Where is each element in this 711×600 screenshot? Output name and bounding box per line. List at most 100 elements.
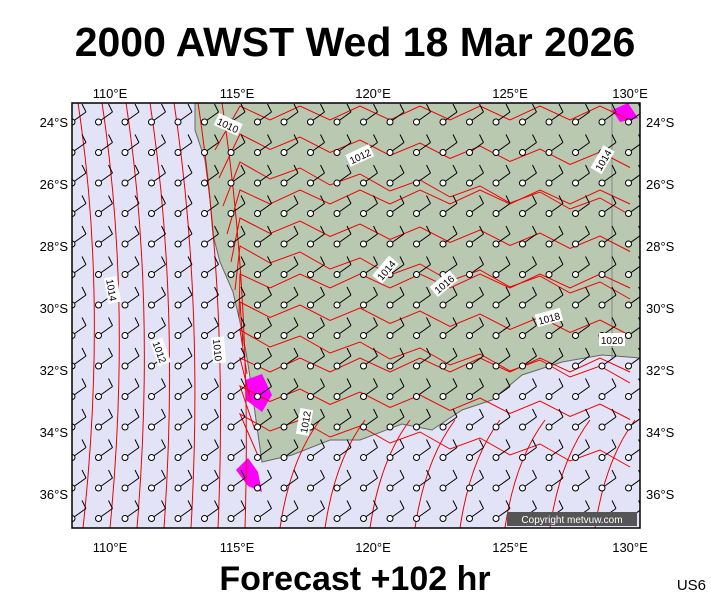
station — [625, 393, 632, 400]
station — [492, 118, 500, 126]
wind-barb — [452, 347, 458, 357]
wind-barb — [346, 317, 352, 326]
station — [201, 515, 208, 522]
wind-barb — [585, 439, 590, 448]
wind-barb — [373, 103, 378, 113]
wind-barb — [585, 317, 590, 326]
station — [201, 240, 208, 248]
station — [466, 423, 473, 431]
wind-barb — [267, 286, 272, 296]
wind-barb — [479, 500, 484, 509]
station — [201, 179, 208, 187]
station — [148, 515, 155, 522]
wind-barb — [293, 256, 299, 265]
wind-barb — [532, 256, 537, 265]
wind-barb — [426, 134, 431, 143]
wind-barb — [505, 469, 511, 479]
station — [519, 484, 526, 492]
isobar-label: 1014 — [103, 278, 118, 302]
station — [545, 240, 553, 248]
wind-barb — [638, 286, 640, 292]
wind-barb — [214, 408, 219, 418]
wind-barb — [611, 225, 617, 235]
wind-barb — [320, 317, 325, 326]
wind-barb — [346, 500, 352, 509]
station — [174, 362, 182, 370]
station — [386, 118, 394, 126]
wind-barb — [161, 439, 166, 448]
forecast: Forecast +102 hr — [219, 560, 490, 598]
wind-barb — [611, 195, 617, 204]
wind-barb — [373, 256, 378, 265]
station — [227, 484, 235, 492]
station — [439, 393, 447, 400]
wind-barb — [585, 500, 590, 509]
wind-barb — [267, 378, 272, 387]
wind-barb — [214, 378, 219, 387]
station — [466, 240, 473, 248]
station — [333, 210, 341, 217]
wind-barb — [240, 256, 246, 265]
station — [360, 118, 367, 126]
station — [254, 484, 261, 492]
wind-barb — [611, 378, 617, 387]
isobar-label-bg — [213, 113, 243, 136]
station — [545, 332, 553, 339]
station — [625, 423, 632, 431]
wind-barb — [187, 164, 193, 174]
station — [174, 210, 182, 217]
station — [492, 271, 500, 278]
station — [201, 210, 208, 217]
wind-barb — [452, 195, 458, 204]
lon-label: 125°E — [492, 540, 528, 555]
wind-barb — [81, 225, 87, 235]
wind-barb — [426, 164, 431, 174]
station — [466, 118, 473, 126]
wind-barb — [638, 317, 640, 322]
station — [148, 271, 155, 278]
station — [174, 515, 182, 522]
station — [545, 301, 553, 309]
station — [439, 179, 447, 187]
wind-barb — [134, 408, 140, 418]
lat-label: 32°S — [646, 363, 675, 378]
wind-barb — [638, 408, 640, 414]
station — [201, 332, 208, 339]
station — [201, 149, 208, 156]
station — [413, 362, 420, 370]
station — [625, 271, 632, 278]
station — [95, 240, 102, 248]
wind-barb — [293, 195, 299, 204]
station — [121, 423, 129, 431]
wind-barb — [161, 195, 166, 204]
wind-barb — [161, 286, 166, 296]
wind-barb — [161, 164, 166, 174]
station — [121, 240, 129, 248]
isobar-label: 1012 — [299, 410, 314, 434]
wind-barb — [293, 286, 299, 296]
wind-barb — [267, 134, 272, 143]
wind-barb — [638, 500, 640, 505]
lat-label: 30°S — [40, 301, 69, 316]
wind-barb — [452, 378, 458, 387]
wind-barb — [611, 439, 617, 448]
wind-barb — [373, 347, 378, 357]
station — [201, 271, 208, 278]
wind-barb — [532, 500, 537, 509]
wind-barb — [373, 225, 378, 235]
lon-label: 120°E — [355, 86, 391, 101]
wind-barb — [399, 256, 405, 265]
wind-barb — [240, 408, 246, 418]
station — [598, 454, 606, 461]
wind-barb — [240, 469, 246, 479]
station — [121, 179, 129, 187]
wind-barb — [373, 469, 378, 479]
wind-barb — [320, 347, 325, 357]
station — [148, 240, 155, 248]
station — [625, 179, 632, 187]
wind-barb — [214, 256, 219, 265]
wind-barb — [373, 195, 378, 204]
wind-barb — [638, 469, 640, 475]
wind-barb — [452, 317, 458, 326]
wind-barb — [161, 134, 166, 143]
